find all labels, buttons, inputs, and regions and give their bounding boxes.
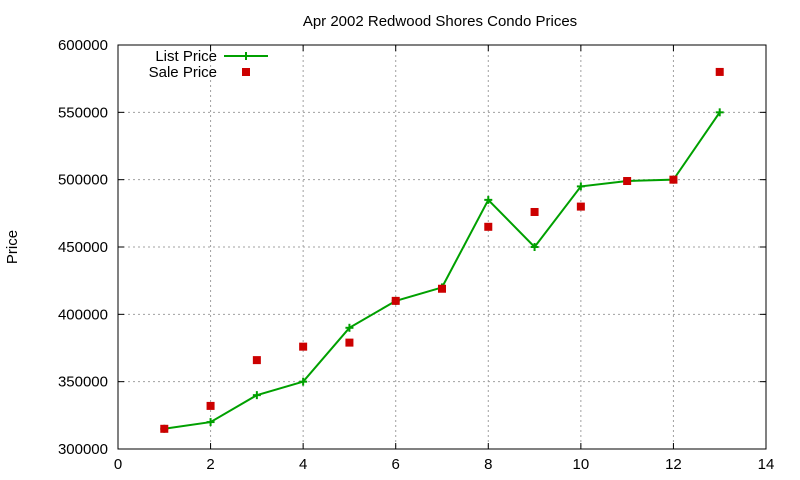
sale-price-point	[206, 401, 215, 410]
x-tick-label: 12	[665, 456, 682, 473]
sale-price-point	[160, 424, 169, 433]
legend-marker-list-price	[242, 52, 250, 60]
sale-price-point	[715, 67, 724, 76]
grid-lines	[118, 45, 766, 449]
sale-price-point	[623, 177, 632, 186]
sale-price-point	[484, 222, 493, 231]
list-price-point	[252, 391, 261, 400]
y-tick-label: 500000	[58, 172, 108, 189]
x-tick-label: 4	[299, 456, 307, 473]
sale-price-point	[576, 202, 585, 211]
y-tick-label: 300000	[58, 441, 108, 458]
y-tick-label: 600000	[58, 37, 108, 54]
y-tick-label: 400000	[58, 306, 108, 323]
x-tick-label: 14	[758, 456, 775, 473]
plot-area	[160, 67, 724, 433]
list-price-point	[345, 323, 354, 332]
list-price-point	[715, 108, 724, 117]
sale-price-point	[438, 284, 446, 293]
list-price-point	[530, 243, 539, 251]
chart-title: Apr 2002 Redwood Shores Condo Prices	[303, 13, 577, 30]
x-tick-label: 6	[392, 456, 400, 473]
legend-label-sale-price: Sale Price	[149, 64, 217, 81]
x-tick-label: 2	[206, 456, 214, 473]
list-price-point	[206, 418, 215, 427]
y-tick-label: 550000	[58, 104, 108, 121]
axes: 0 2 4 6 8 10 12 14 300000 350000 400000 450000 50000…	[58, 37, 774, 473]
list-price-point	[576, 182, 585, 191]
sale-price-point	[345, 338, 354, 347]
sale-price-point	[391, 296, 400, 305]
x-tick-label: 10	[573, 456, 590, 473]
list-price-line	[164, 111, 721, 430]
sale-price-point	[299, 342, 308, 351]
list-price-point	[299, 377, 308, 386]
y-axis-label: Price	[4, 230, 21, 264]
x-tick-label: 0	[114, 456, 122, 473]
legend-label-list-price: List Price	[155, 48, 217, 65]
list-price-point	[484, 195, 493, 204]
y-tick-label: 350000	[58, 374, 108, 391]
x-tick-label: 8	[484, 456, 492, 473]
sale-price-point	[530, 207, 539, 216]
sale-price-point	[252, 356, 261, 365]
sale-price-point	[669, 175, 678, 184]
legend-marker-sale-price	[242, 68, 250, 76]
y-tick-label: 450000	[58, 239, 108, 256]
